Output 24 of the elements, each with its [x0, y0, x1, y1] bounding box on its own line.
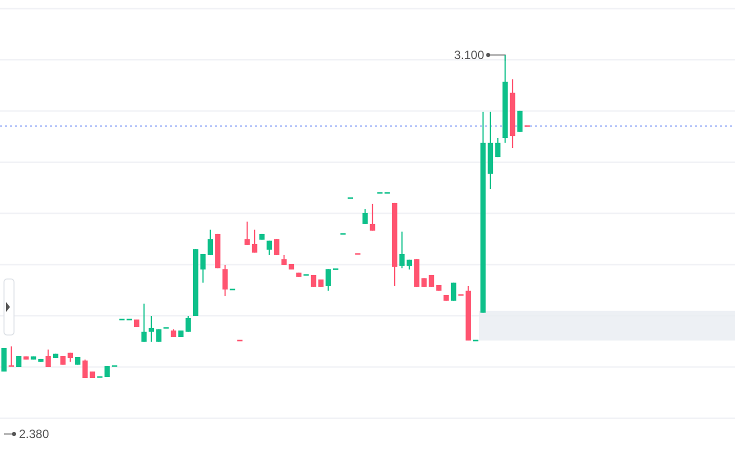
- candlestick: [200, 253, 206, 284]
- candlestick: [517, 110, 523, 132]
- candlestick: [399, 231, 405, 269]
- candlestick: [222, 264, 228, 297]
- candlestick: [252, 229, 258, 254]
- candlestick: [362, 208, 368, 225]
- candlestick: [46, 348, 51, 368]
- candlestick: [244, 221, 250, 246]
- candlestick: [266, 240, 272, 256]
- candlestick: [450, 282, 456, 302]
- candlestick: [156, 328, 162, 342]
- candlestick: [326, 268, 331, 292]
- candlestick: [208, 229, 214, 256]
- candlestick: [186, 315, 191, 332]
- candlestick: [148, 315, 154, 342]
- candlestick: [495, 137, 500, 158]
- annotation: 3.100: [454, 48, 484, 62]
- candlestick: [141, 303, 147, 342]
- candlestick: [370, 203, 376, 232]
- candlestick: [281, 254, 287, 266]
- candlestick: [8, 346, 14, 367]
- text: 2.380: [19, 427, 50, 441]
- candlestick: [82, 358, 88, 379]
- candlestick: [274, 238, 280, 256]
